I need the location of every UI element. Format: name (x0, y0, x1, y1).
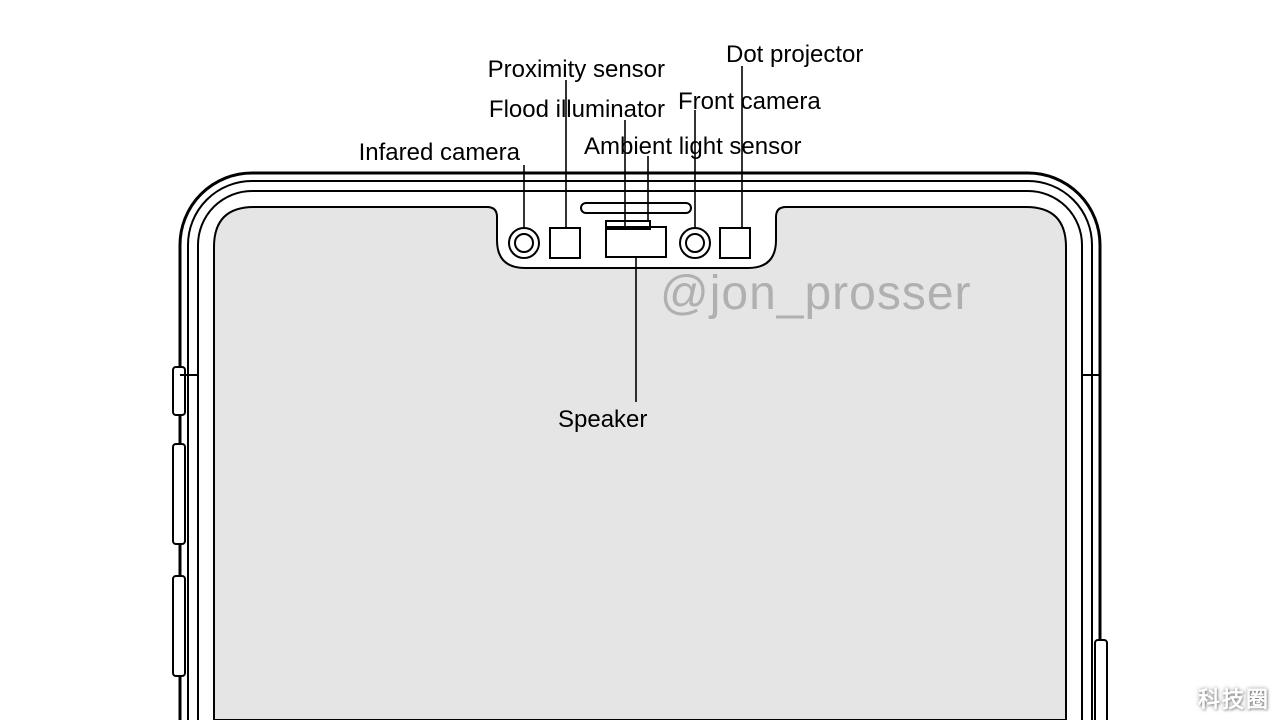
notch-components (509, 203, 750, 258)
front-camera-inner (686, 234, 704, 252)
source-logo: 科技圈 (1198, 682, 1270, 714)
volume-up-button (173, 444, 185, 544)
watermark-text: @jon_prosser (660, 266, 972, 321)
flood-illuminator (606, 227, 666, 257)
front-camera-outer (680, 228, 710, 258)
speaker-slot (581, 203, 691, 213)
label-ambient-light-sensor: Ambient light sensor (584, 133, 801, 161)
label-proximity-sensor: Proximity sensor (488, 56, 665, 84)
proximity-sensor (550, 228, 580, 258)
label-infrared-camera: Infared camera (359, 139, 520, 167)
label-speaker: Speaker (558, 406, 647, 434)
dot-projector (720, 228, 750, 258)
label-flood-illuminator: Flood illuminator (489, 96, 665, 124)
label-dot-projector: Dot projector (726, 41, 863, 69)
volume-down-button (173, 576, 185, 676)
label-front-camera: Front camera (678, 88, 821, 116)
infrared-camera-outer (509, 228, 539, 258)
power-button (1095, 640, 1107, 720)
infrared-camera-inner (515, 234, 533, 252)
